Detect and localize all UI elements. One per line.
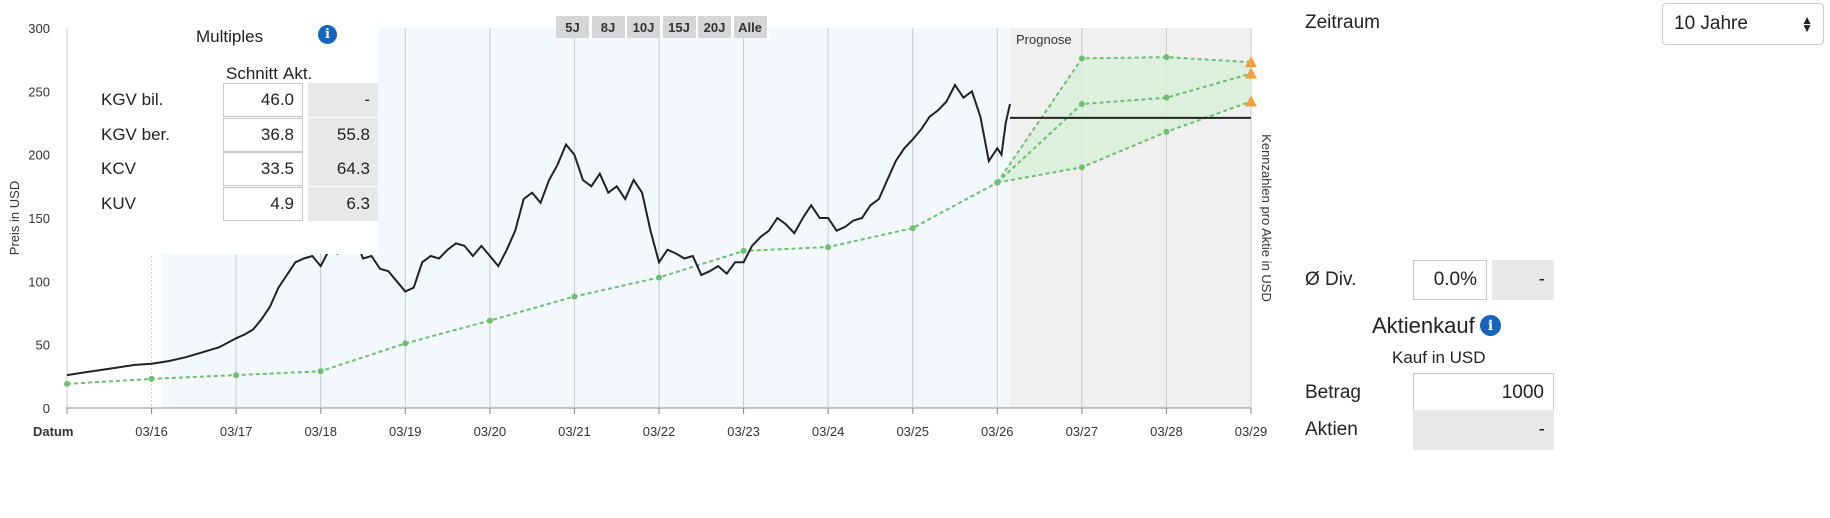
fair-value-point xyxy=(571,293,578,300)
range-button-8j[interactable]: 8J xyxy=(591,16,627,38)
fair-value-point xyxy=(994,179,1001,186)
y-tick-label: 0 xyxy=(43,401,50,416)
multiple-label: KCV xyxy=(101,159,136,178)
fair-value-point xyxy=(233,372,240,379)
multiple-akt-value: 6.3 xyxy=(308,186,378,221)
x-tick-label: 03/27 xyxy=(1066,424,1099,439)
multiple-schnitt-input[interactable]: 46.0 xyxy=(223,83,303,117)
fair-value-point xyxy=(1078,101,1085,107)
x-tick-label: 03/29 xyxy=(1235,424,1268,439)
aktienkauf-info-icon[interactable]: i xyxy=(1480,315,1501,336)
zeitraum-label: Zeitraum xyxy=(1305,12,1380,33)
x-tick-label: 03/18 xyxy=(304,424,337,439)
betrag-input[interactable]: 1000 xyxy=(1413,373,1554,413)
y2-axis-label: Kennzahlen pro Aktie in USD xyxy=(1259,134,1274,302)
x-tick-label: 03/20 xyxy=(474,424,507,439)
y-tick-label: 200 xyxy=(28,148,50,163)
multiple-akt-value: 64.3 xyxy=(308,152,378,186)
fair-value-point xyxy=(486,317,493,324)
price-line xyxy=(66,83,1011,377)
forecast-end-marker xyxy=(1245,67,1257,79)
range-button-5j[interactable]: 5J xyxy=(556,16,591,38)
fair-value-point xyxy=(909,225,916,232)
zeitraum-value: 10 Jahre xyxy=(1674,13,1748,34)
x-tick-label: 03/25 xyxy=(896,424,929,439)
x-tick-label: 03/17 xyxy=(220,424,253,439)
multiple-label: KGV bil. xyxy=(101,90,164,109)
forecast-end-marker xyxy=(1245,56,1257,68)
fair-value-point xyxy=(317,368,324,375)
y-tick-label: 250 xyxy=(28,84,50,99)
forecast-area xyxy=(997,57,1251,183)
col-akt-header: Akt. xyxy=(283,64,313,83)
x-tick-label: 03/16 xyxy=(135,424,168,439)
col-schnitt-header: Schnitt xyxy=(226,64,278,83)
div-input[interactable]: 0.0% xyxy=(1413,260,1487,300)
fair-value-point xyxy=(825,244,832,251)
multiples-title: Multiples xyxy=(196,27,264,46)
forecast-line xyxy=(997,100,1252,184)
y-axis: 0 50 100 150 200 250 300 xyxy=(28,21,50,416)
x-axis-label: Datum xyxy=(33,424,73,439)
x-axis: 03/16 03/17 03/18 03/19 03/20 03/21 03/22 03/23… xyxy=(135,424,1267,439)
y-tick-label: 300 xyxy=(28,21,50,36)
x-tick-label: 03/19 xyxy=(389,424,422,439)
select-arrows-icon: ▲ ▼ xyxy=(1801,13,1813,35)
fair-value-point xyxy=(1163,94,1170,101)
x-tick-label: 03/21 xyxy=(558,424,591,439)
fair-value-point xyxy=(1078,55,1085,62)
info-icon[interactable]: i xyxy=(318,25,337,44)
multiple-label: KUV xyxy=(101,193,136,213)
div-akt-value: - xyxy=(1492,260,1554,300)
zeitraum-select[interactable]: 10 Jahre ▲ ▼ xyxy=(1662,3,1824,45)
multiple-schnitt-input[interactable]: 36.8 xyxy=(223,117,303,152)
range-button-10j[interactable]: 10J xyxy=(627,16,662,38)
multiple-schnitt-input[interactable]: 4.9 xyxy=(223,186,303,221)
multiples-panel: Multiples i Schnitt Akt. KGV bil. 46.0- KG… xyxy=(78,18,378,254)
fair-value-point xyxy=(148,375,155,382)
fair-value-point xyxy=(656,274,662,281)
multiple-schnitt-input[interactable]: 33.5 xyxy=(223,152,303,186)
y-tick-label: 150 xyxy=(28,211,50,226)
x-tick-label: 03/28 xyxy=(1150,424,1183,439)
forecast-line xyxy=(996,56,1252,184)
range-button-alle[interactable]: Alle xyxy=(733,16,769,38)
forecast-end-marker xyxy=(1245,95,1257,107)
y-tick-label: 50 xyxy=(36,338,50,353)
x-tick-label: 03/24 xyxy=(812,424,845,439)
multiple-label: KGV ber. xyxy=(101,124,170,144)
fair-value-point xyxy=(1163,128,1170,135)
multiple-akt-value: - xyxy=(308,83,378,117)
kauf-subtitle: Kauf in USD xyxy=(1392,348,1486,367)
y-tick-label: 100 xyxy=(28,274,50,289)
x-tick-label: 03/22 xyxy=(643,424,676,439)
forecast-line xyxy=(996,72,1252,184)
fair-value-point xyxy=(402,340,409,347)
aktien-label: Aktien xyxy=(1305,419,1358,440)
y-axis-label: Preis in USD xyxy=(7,181,22,255)
forecast-label: Prognose xyxy=(1016,32,1072,47)
fair-value-line xyxy=(66,181,998,385)
fair-value-point xyxy=(64,380,70,387)
aktien-value: - xyxy=(1413,410,1554,450)
fair-value-point xyxy=(1163,54,1170,61)
aktienkauf-title: Aktienkauf xyxy=(1372,313,1475,338)
x-tick-label: 03/26 xyxy=(981,424,1014,439)
multiple-akt-value: 55.8 xyxy=(308,117,378,152)
fair-value-point xyxy=(1078,164,1085,171)
range-button-15j[interactable]: 15J xyxy=(662,16,698,38)
range-button-20j[interactable]: 20J xyxy=(698,16,733,38)
x-tick-label: 03/23 xyxy=(727,424,760,439)
betrag-label: Betrag xyxy=(1305,382,1361,403)
div-label: Ø Div. xyxy=(1305,269,1357,290)
fair-value-point xyxy=(740,247,747,254)
